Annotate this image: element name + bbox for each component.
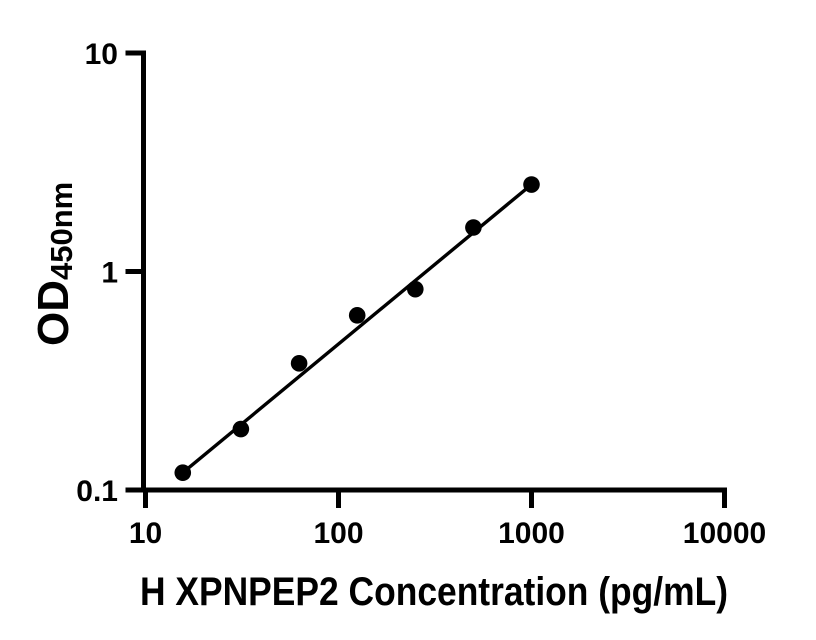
axis-labels-group: 10 1 0.1 10 100 1000 10000 H XPNPEP2 Concentrat… xyxy=(29,38,766,614)
x-axis-title: H XPNPEP2 Concentration (pg/mL) xyxy=(140,570,728,614)
axis-spine xyxy=(125,50,727,508)
y-tick-label: 10 xyxy=(85,38,118,71)
data-point xyxy=(407,280,424,298)
data-point xyxy=(232,420,250,438)
data-point xyxy=(465,219,482,236)
y-tick-label: 0.1 xyxy=(76,475,118,508)
x-tick-label: 10 xyxy=(129,517,162,550)
y-axis-title-main: OD xyxy=(29,280,78,346)
x-tick-label: 1000 xyxy=(498,517,565,550)
x-tick-label: 10000 xyxy=(683,517,766,550)
data-point xyxy=(174,464,192,481)
y-axis-title-subscript: 450nm xyxy=(44,182,79,280)
axes-group xyxy=(125,50,727,508)
data-points-group xyxy=(174,176,540,481)
data-point xyxy=(348,307,366,324)
data-point xyxy=(290,355,308,372)
y-axis-title: OD450nm xyxy=(29,182,79,346)
y-tick-label: 1 xyxy=(101,257,118,290)
data-point xyxy=(523,176,540,193)
x-tick-label: 100 xyxy=(313,517,363,550)
